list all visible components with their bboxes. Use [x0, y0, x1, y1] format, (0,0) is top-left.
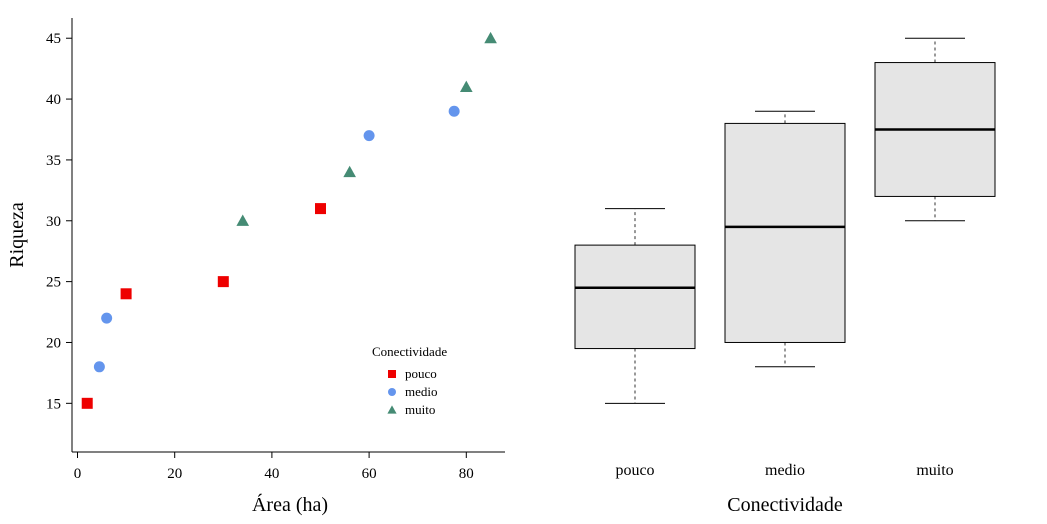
box-pouco — [574, 208, 696, 404]
data-point-medio — [363, 130, 375, 142]
x-tick-label: 60 — [362, 466, 377, 482]
boxplot-x-axis-title: Conectividade — [727, 494, 843, 516]
legend-label-pouco: pouco — [405, 366, 437, 381]
box-muito — [874, 37, 996, 222]
data-point-pouco — [81, 397, 93, 409]
box-body — [724, 122, 846, 343]
legend-title: Conectividade — [372, 344, 447, 359]
scatter-x-axis-title: Área (ha) — [252, 493, 328, 516]
boxes — [574, 37, 996, 404]
data-point-medio — [448, 105, 460, 117]
x-tick-label: 20 — [167, 466, 182, 482]
data-point-pouco — [217, 276, 229, 288]
boxplot-x-tick-label: muito — [916, 462, 953, 479]
data-point-pouco — [120, 288, 132, 300]
y-tick-label: 25 — [46, 275, 61, 291]
legend-marker-pouco — [388, 370, 396, 378]
legend-label-muito: muito — [405, 402, 435, 417]
y-ticks: 15 20 25 30 35 40 45 — [46, 31, 72, 412]
scatter-panel: 15 20 25 30 35 40 45 0 20 40 60 80 Área (ha) Rique… — [6, 18, 505, 516]
data-point-pouco — [315, 203, 326, 215]
legend-marker-muito — [387, 405, 397, 414]
legend-label-medio: medio — [405, 384, 438, 399]
x-tick-label: 40 — [264, 466, 279, 482]
scatter-points — [81, 31, 497, 409]
data-point-medio — [93, 361, 105, 373]
y-tick-label: 30 — [46, 214, 61, 230]
x-tick-label: 80 — [459, 466, 474, 482]
y-tick-label: 45 — [46, 31, 61, 47]
data-point-muito — [484, 31, 497, 44]
y-tick-label: 15 — [46, 396, 61, 412]
boxplot-panel: pouco medio muito Conectividade — [574, 37, 996, 516]
data-point-medio — [101, 312, 113, 324]
boxplot-x-tick-labels: pouco medio muito — [615, 462, 953, 479]
box-medio — [724, 110, 846, 368]
box-body — [574, 244, 696, 350]
x-ticks: 0 20 40 60 80 — [74, 452, 474, 482]
y-tick-label: 20 — [46, 335, 61, 351]
boxplot-x-tick-label: pouco — [615, 462, 654, 479]
legend-marker-medio — [388, 388, 396, 396]
y-tick-label: 35 — [46, 153, 61, 169]
data-point-muito — [459, 80, 473, 92]
data-point-muito — [236, 214, 250, 226]
scatter-y-axis-title: Riqueza — [6, 202, 28, 268]
y-tick-label: 40 — [46, 92, 61, 108]
data-point-muito — [343, 165, 356, 178]
legend: Conectividade pouco medio muito — [372, 344, 447, 417]
legend-items: pouco medio muito — [387, 366, 438, 417]
x-tick-label: 0 — [74, 466, 82, 482]
boxplot-x-tick-label: medio — [765, 462, 805, 479]
